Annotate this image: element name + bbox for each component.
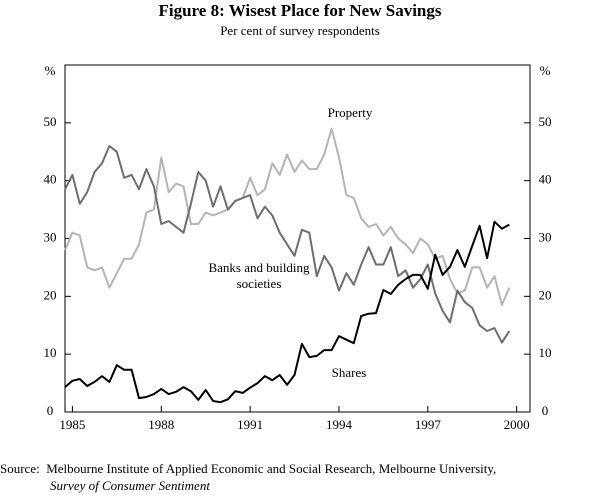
chart: Figure 8: Wisest Place for New Savings P… (44, 1, 552, 432)
y2-tick-label: 0 (542, 403, 549, 418)
y-tick-label: 30 (44, 229, 57, 244)
y2-tick-label: 30 (539, 229, 552, 244)
x-tick-label: 1991 (237, 417, 263, 432)
series-line (64, 220, 510, 404)
x-tick-label: 1985 (59, 417, 85, 432)
source-text: Melbourne Institute of Applied Economic … (46, 461, 497, 476)
y2-tick-label: 10 (539, 345, 552, 360)
series-line (64, 145, 511, 344)
y-tick-label: 20 (44, 287, 57, 302)
y-tick-label: 0 (47, 403, 54, 418)
y2-tick-label: 40 (539, 172, 552, 187)
series-label: Banks and building societies (208, 260, 310, 291)
series-label: Property (327, 105, 373, 120)
chart-subtitle: Per cent of survey respondents (220, 23, 380, 38)
source-label: Source: (0, 461, 40, 476)
source-italic: Survey of Consumer Sentiment (50, 478, 210, 493)
x-tick-label: 1994 (326, 417, 353, 432)
x-tick-label: 2000 (504, 417, 530, 432)
series-label: Shares (331, 365, 367, 380)
x-tick-label: 1997 (415, 417, 442, 432)
y-tick-label: 40 (44, 172, 57, 187)
y2-tick-label: 50 (539, 114, 552, 129)
chart-title: Figure 8: Wisest Place for New Savings (159, 1, 442, 20)
y2-unit: % (540, 63, 551, 78)
y2-tick-label: 20 (539, 287, 552, 302)
y-unit: % (45, 63, 56, 78)
x-tick-label: 1988 (148, 417, 174, 432)
y-tick-label: 10 (44, 345, 57, 360)
source-note: Source: Melbourne Institute of Applied E… (0, 460, 600, 494)
y-tick-label: 50 (44, 114, 57, 129)
